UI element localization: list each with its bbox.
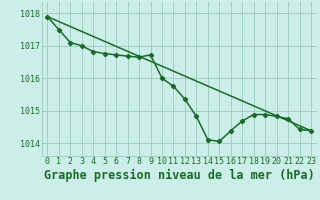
X-axis label: Graphe pression niveau de la mer (hPa): Graphe pression niveau de la mer (hPa) — [44, 169, 315, 182]
